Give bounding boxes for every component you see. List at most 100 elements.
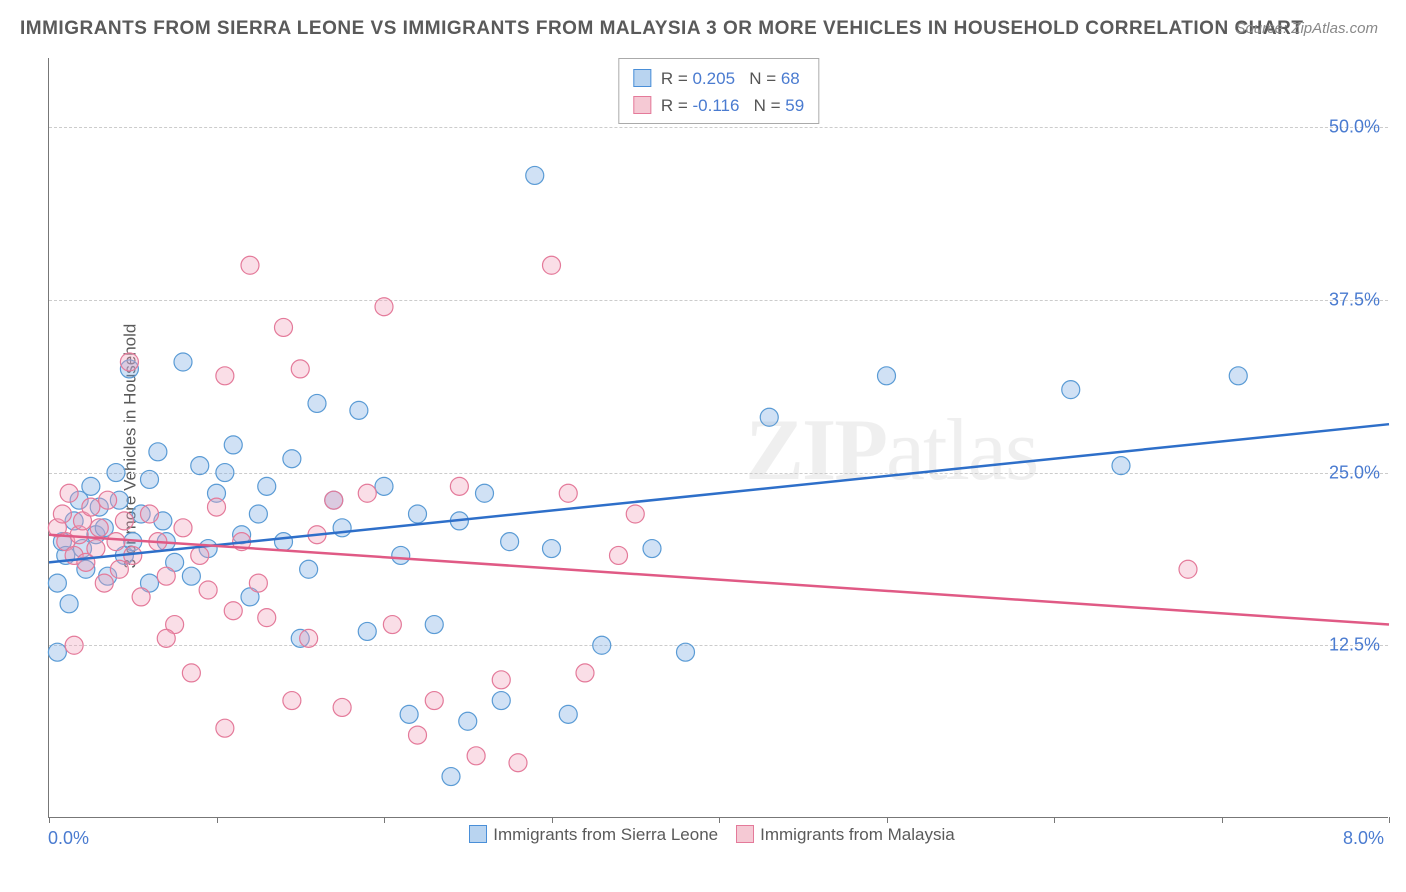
scatter-point	[459, 712, 477, 730]
scatter-point	[375, 477, 393, 495]
scatter-point	[157, 567, 175, 585]
scatter-point	[115, 512, 133, 530]
scatter-point	[107, 464, 125, 482]
legend-swatch	[469, 825, 487, 843]
scatter-point	[249, 505, 267, 523]
scatter-point	[60, 595, 78, 613]
scatter-point	[82, 477, 100, 495]
scatter-point	[224, 602, 242, 620]
scatter-point	[333, 519, 351, 537]
scatter-point	[258, 609, 276, 627]
scatter-point	[132, 588, 150, 606]
scatter-point	[275, 318, 293, 336]
scatter-point	[224, 436, 242, 454]
scatter-point	[216, 464, 234, 482]
scatter-point	[325, 491, 343, 509]
scatter-point	[90, 519, 108, 537]
scatter-point	[559, 705, 577, 723]
chart-container: IMMIGRANTS FROM SIERRA LEONE VS IMMIGRAN…	[0, 0, 1406, 892]
scatter-point	[182, 567, 200, 585]
scatter-point	[610, 546, 628, 564]
scatter-point	[543, 540, 561, 558]
scatter-point	[199, 581, 217, 599]
scatter-point	[1229, 367, 1247, 385]
scatter-point	[258, 477, 276, 495]
scatter-point	[358, 484, 376, 502]
scatter-point	[308, 394, 326, 412]
scatter-point	[375, 298, 393, 316]
scatter-point	[492, 671, 510, 689]
scatter-point	[492, 692, 510, 710]
scatter-point	[1112, 457, 1130, 475]
scatter-point	[157, 629, 175, 647]
source-attribution: Source: ZipAtlas.com	[1235, 20, 1378, 37]
scatter-point	[425, 616, 443, 634]
scatter-point	[350, 401, 368, 419]
scatter-point	[149, 443, 167, 461]
scatter-point	[95, 574, 113, 592]
scatter-point	[241, 256, 259, 274]
scatter-point	[174, 353, 192, 371]
scatter-point	[643, 540, 661, 558]
scatter-point	[216, 367, 234, 385]
scatter-point	[120, 353, 138, 371]
scatter-point	[526, 166, 544, 184]
scatter-point	[48, 643, 66, 661]
scatter-point	[107, 533, 125, 551]
scatter-point	[626, 505, 644, 523]
scatter-point	[677, 643, 695, 661]
scatter-point	[333, 698, 351, 716]
scatter-point	[110, 560, 128, 578]
scatter-point	[53, 505, 71, 523]
scatter-point	[174, 519, 192, 537]
scatter-point	[593, 636, 611, 654]
scatter-point	[1179, 560, 1197, 578]
scatter-point	[358, 622, 376, 640]
scatter-point	[760, 408, 778, 426]
scatter-point	[409, 726, 427, 744]
scatter-point	[442, 768, 460, 786]
scatter-point	[208, 498, 226, 516]
scatter-svg	[49, 58, 1389, 818]
scatter-point	[141, 505, 159, 523]
scatter-point	[467, 747, 485, 765]
scatter-point	[501, 533, 519, 551]
legend-series-label: Immigrants from Malaysia	[760, 825, 955, 844]
scatter-point	[283, 450, 301, 468]
scatter-point	[191, 457, 209, 475]
series-legend: Immigrants from Sierra Leone Immigrants f…	[0, 825, 1406, 845]
scatter-point	[82, 498, 100, 516]
chart-title: IMMIGRANTS FROM SIERRA LEONE VS IMMIGRAN…	[20, 18, 1303, 40]
scatter-point	[543, 256, 561, 274]
scatter-point	[576, 664, 594, 682]
trend-line	[49, 424, 1389, 562]
scatter-point	[509, 754, 527, 772]
scatter-point	[425, 692, 443, 710]
scatter-point	[275, 533, 293, 551]
scatter-point	[383, 616, 401, 634]
scatter-point	[60, 484, 78, 502]
scatter-point	[191, 546, 209, 564]
scatter-point	[300, 629, 318, 647]
scatter-point	[300, 560, 318, 578]
x-tick-mark	[1389, 817, 1390, 823]
scatter-point	[65, 636, 83, 654]
scatter-point	[450, 477, 468, 495]
scatter-point	[141, 470, 159, 488]
scatter-point	[87, 540, 105, 558]
scatter-point	[392, 546, 410, 564]
scatter-point	[291, 360, 309, 378]
scatter-point	[48, 574, 66, 592]
scatter-point	[400, 705, 418, 723]
scatter-point	[249, 574, 267, 592]
legend-swatch	[736, 825, 754, 843]
scatter-point	[216, 719, 234, 737]
scatter-point	[409, 505, 427, 523]
scatter-point	[283, 692, 301, 710]
plot-area: ZIPatlas R = 0.205 N = 68R = -0.116 N = …	[48, 58, 1388, 818]
scatter-point	[99, 491, 117, 509]
scatter-point	[1062, 381, 1080, 399]
legend-series-label: Immigrants from Sierra Leone	[493, 825, 718, 844]
scatter-point	[182, 664, 200, 682]
scatter-point	[476, 484, 494, 502]
